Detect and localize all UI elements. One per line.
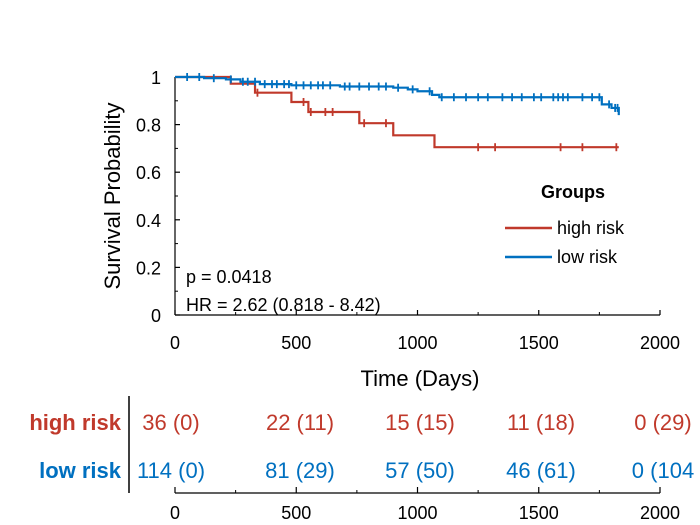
x-tick-label: 0 <box>170 333 180 353</box>
risk-x-tick-label: 0 <box>170 503 180 523</box>
legend-title: Groups <box>541 182 605 202</box>
legend: Groups high risk low risk <box>505 182 625 267</box>
risk-x-tick-label: 2000 <box>640 503 680 523</box>
risk-row-label-high-risk: high risk <box>29 410 121 435</box>
km-curve-low-risk <box>175 75 620 116</box>
risk-cell-high-risk: 15 (15) <box>385 410 455 435</box>
x-tick-label: 1500 <box>519 333 559 353</box>
legend-label-high-risk: high risk <box>557 218 625 238</box>
y-tick-label: 0 <box>151 306 161 326</box>
x-tick-label: 500 <box>281 333 311 353</box>
plot-area: 0 0.2 0.4 0.6 0.8 1 0 500 1000 1500 2000 <box>136 68 680 353</box>
risk-cell-high-risk: 0 (29) <box>634 410 691 435</box>
y-tick-label: 1 <box>151 68 161 88</box>
risk-cell-low-risk: 57 (50) <box>385 458 455 483</box>
risk-cell-low-risk: 46 (61) <box>506 458 576 483</box>
y-tick-label: 0.8 <box>136 116 161 136</box>
risk-cell-low-risk: 114 (0) <box>137 458 205 483</box>
risk-cell-high-risk: 11 (18) <box>507 410 575 435</box>
y-tick-label: 0.4 <box>136 211 161 231</box>
risk-x-tick-label: 500 <box>281 503 311 523</box>
y-tick-label: 0.2 <box>136 258 161 278</box>
y-tick-label: 0.6 <box>136 163 161 183</box>
x-axis-label: Time (Days) <box>361 366 480 391</box>
risk-x-tick-label: 1500 <box>519 503 559 523</box>
risk-cell-low-risk: 0 (104 <box>632 458 694 483</box>
risk-x-tick-label: 1000 <box>397 503 437 523</box>
risk-cell-high-risk: 22 (11) <box>266 410 334 435</box>
annotations: p = 0.0418 HR = 2.62 (0.818 - 8.42) <box>186 267 381 315</box>
y-axis-label: Survival Probability <box>100 102 125 289</box>
legend-label-low-risk: low risk <box>557 247 618 267</box>
risk-cell-low-risk: 81 (29) <box>265 458 335 483</box>
risk-table: high risk 36 (0) 22 (11) 15 (15) 11 (18) 0 (2… <box>29 396 694 523</box>
p-value-annotation: p = 0.0418 <box>186 267 272 287</box>
risk-row-label-low-risk: low risk <box>39 458 122 483</box>
x-tick-label: 1000 <box>397 333 437 353</box>
hazard-ratio-annotation: HR = 2.62 (0.818 - 8.42) <box>186 295 381 315</box>
risk-cell-high-risk: 36 (0) <box>142 410 199 435</box>
x-tick-label: 2000 <box>640 333 680 353</box>
